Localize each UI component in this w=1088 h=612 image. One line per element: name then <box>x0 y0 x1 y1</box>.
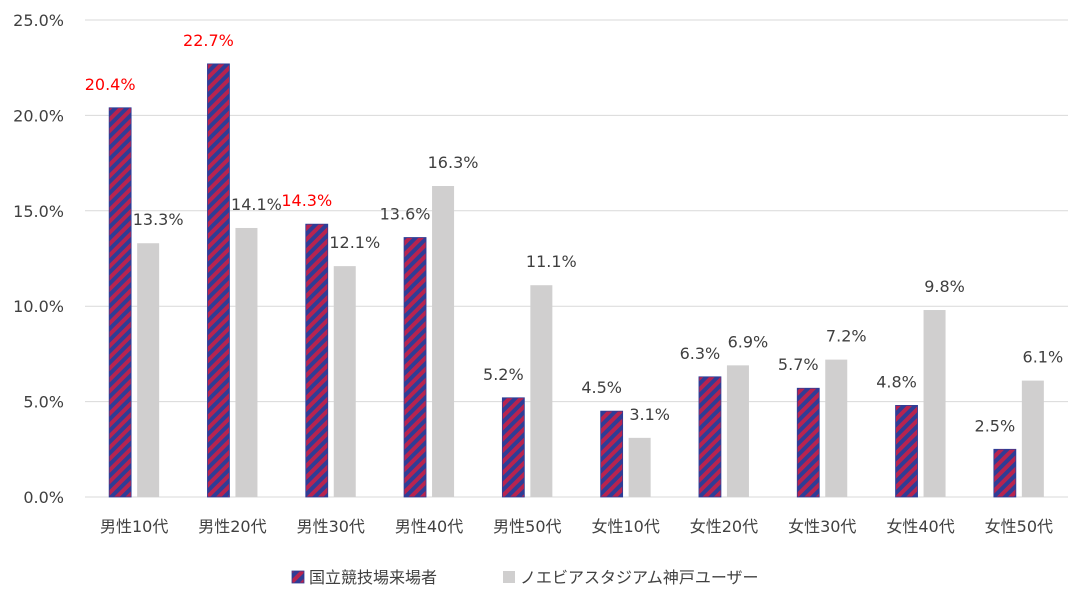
data-label-series2: 3.1% <box>629 405 670 424</box>
y-tick-label: 0.0% <box>23 488 64 507</box>
x-tick-label: 男性30代 <box>297 517 365 536</box>
data-label-series2: 9.8% <box>924 277 965 296</box>
bar-series2 <box>628 437 651 497</box>
legend: 国立競技場来場者 ノエビアスタジアム神戸ユーザー <box>291 568 759 587</box>
data-label-series2: 13.3% <box>133 210 184 229</box>
data-label-series1: 4.5% <box>581 378 622 397</box>
x-tick-label: 女性50代 <box>985 517 1053 536</box>
x-tick-label: 男性40代 <box>395 517 463 536</box>
bar-series2 <box>825 359 848 497</box>
data-label-series2: 11.1% <box>526 252 577 271</box>
legend-swatch-series1 <box>291 570 305 584</box>
bar-series1 <box>501 397 525 498</box>
data-label-series1: 14.3% <box>281 191 332 210</box>
data-label-series2: 7.2% <box>826 327 867 346</box>
x-tick-label: 女性10代 <box>591 517 659 536</box>
bar-series1 <box>993 448 1017 498</box>
data-label-series1: 4.8% <box>876 372 917 391</box>
x-axis: 男性10代 男性20代 男性30代 男性40代 男性50代 女性10代 女性20代 女性30代… <box>100 517 1053 536</box>
data-label-series2: 14.1% <box>231 195 282 214</box>
legend-swatch-series2 <box>503 571 515 583</box>
x-tick-label: 女性40代 <box>886 517 954 536</box>
x-tick-label: 女性30代 <box>788 517 856 536</box>
y-tick-label: 10.0% <box>13 297 64 316</box>
data-label-series2: 16.3% <box>428 153 479 172</box>
data-label-series1: 6.3% <box>680 344 721 363</box>
bar-series1 <box>207 63 230 498</box>
bar-series1 <box>895 405 918 498</box>
y-tick-label: 5.0% <box>23 393 64 412</box>
bar-series2 <box>137 243 160 497</box>
x-tick-label: 男性20代 <box>198 517 266 536</box>
data-label-series1: 20.4% <box>85 75 136 94</box>
bar-series1 <box>305 223 329 498</box>
data-label-series1: 22.7% <box>183 31 234 50</box>
bar-series2 <box>1021 380 1044 497</box>
data-label-series1: 2.5% <box>975 416 1016 435</box>
data-label-series2: 12.1% <box>329 233 380 252</box>
data-label-series1: 13.6% <box>380 205 431 224</box>
x-tick-label: 女性20代 <box>690 517 758 536</box>
x-tick-label: 男性50代 <box>493 517 561 536</box>
bar-series1 <box>796 387 820 498</box>
legend-label: ノエビアスタジアム神戸ユーザー <box>520 568 759 587</box>
bar-series1 <box>600 410 624 498</box>
data-label-series2: 6.9% <box>728 332 769 351</box>
bar-series1 <box>108 107 132 498</box>
y-tick-label: 15.0% <box>13 202 64 221</box>
data-label-series1: 5.2% <box>483 365 524 384</box>
bar-series2 <box>923 310 946 497</box>
y-tick-label: 25.0% <box>13 11 64 30</box>
data-label-series1: 5.7% <box>778 355 819 374</box>
bar-series1 <box>698 376 722 498</box>
data-labels: 20.4% 13.3% 22.7% 14.1% 14.3% 12.1%13.6% 16.3%… <box>85 31 1063 435</box>
bar-series1 <box>403 237 427 498</box>
bar-series2 <box>726 365 749 497</box>
legend-label: 国立競技場来場者 <box>309 568 437 587</box>
y-tick-label: 20.0% <box>13 106 64 125</box>
x-tick-label: 男性10代 <box>100 517 168 536</box>
bar-series2 <box>530 285 553 497</box>
bar-series2 <box>333 266 356 497</box>
data-label-series2: 6.1% <box>1023 348 1064 367</box>
y-axis: 0.0% 5.0% 10.0% 15.0% 20.0% 25.0% <box>13 11 64 507</box>
bars <box>108 63 1044 498</box>
bar-series2 <box>432 185 455 497</box>
bar-series2 <box>235 227 258 498</box>
